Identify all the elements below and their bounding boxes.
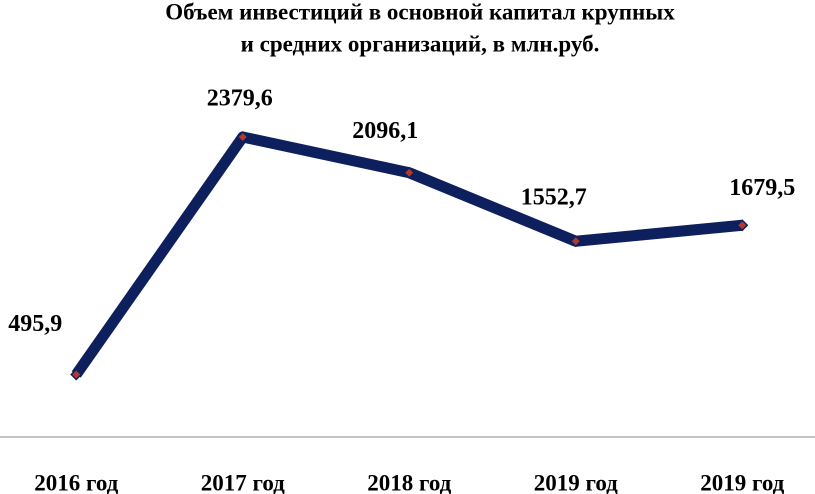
x-tick-label: 2019 год (534, 470, 618, 494)
x-tick-label: 2019 год (700, 470, 784, 494)
x-tick-label: 2016 год (34, 470, 118, 494)
data-label: 495,9 (8, 311, 62, 337)
x-tick-label: 2018 год (367, 470, 451, 494)
marker (569, 235, 582, 248)
marker (736, 219, 749, 232)
chart-title: и средних организаций, в млн.руб. (241, 31, 600, 56)
marker (70, 368, 83, 381)
data-label: 2096,1 (352, 118, 418, 144)
data-label: 2379,6 (207, 86, 273, 112)
chart-title: Объем инвестиций в основной капитал круп… (165, 0, 675, 24)
marker (236, 130, 249, 144)
x-tick-label: 2017 год (201, 470, 285, 494)
data-label: 1552,7 (521, 185, 587, 211)
data-label: 1679,5 (729, 175, 795, 201)
marker (403, 166, 416, 179)
